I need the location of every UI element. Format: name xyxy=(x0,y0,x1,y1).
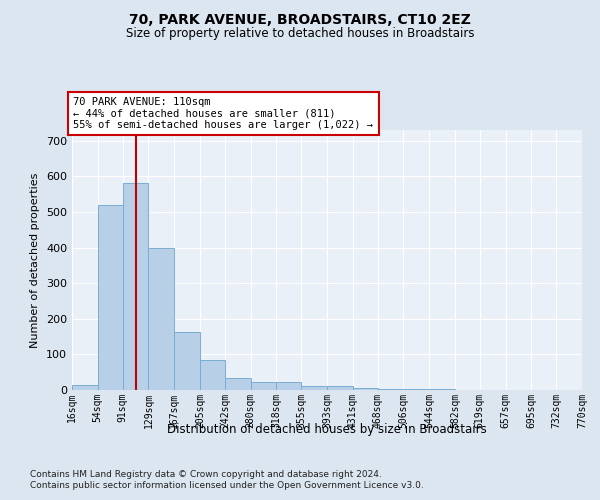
Bar xyxy=(353,388,378,390)
Text: Size of property relative to detached houses in Broadstairs: Size of property relative to detached ho… xyxy=(126,28,474,40)
Bar xyxy=(225,378,251,390)
Bar xyxy=(301,386,327,390)
Bar xyxy=(174,332,200,390)
Text: Contains HM Land Registry data © Crown copyright and database right 2024.: Contains HM Land Registry data © Crown c… xyxy=(30,470,382,479)
Bar xyxy=(327,386,353,390)
Text: Contains public sector information licensed under the Open Government Licence v3: Contains public sector information licen… xyxy=(30,481,424,490)
Bar xyxy=(98,205,123,390)
Bar xyxy=(123,184,148,390)
Y-axis label: Number of detached properties: Number of detached properties xyxy=(31,172,40,348)
Text: 70, PARK AVENUE, BROADSTAIRS, CT10 2EZ: 70, PARK AVENUE, BROADSTAIRS, CT10 2EZ xyxy=(129,12,471,26)
Text: Distribution of detached houses by size in Broadstairs: Distribution of detached houses by size … xyxy=(167,422,487,436)
Text: 70 PARK AVENUE: 110sqm
← 44% of detached houses are smaller (811)
55% of semi-de: 70 PARK AVENUE: 110sqm ← 44% of detached… xyxy=(73,97,373,130)
Bar xyxy=(72,384,98,390)
Bar xyxy=(200,360,225,390)
Bar xyxy=(251,382,276,390)
Bar xyxy=(148,248,174,390)
Bar xyxy=(276,382,301,390)
Bar xyxy=(378,388,403,390)
